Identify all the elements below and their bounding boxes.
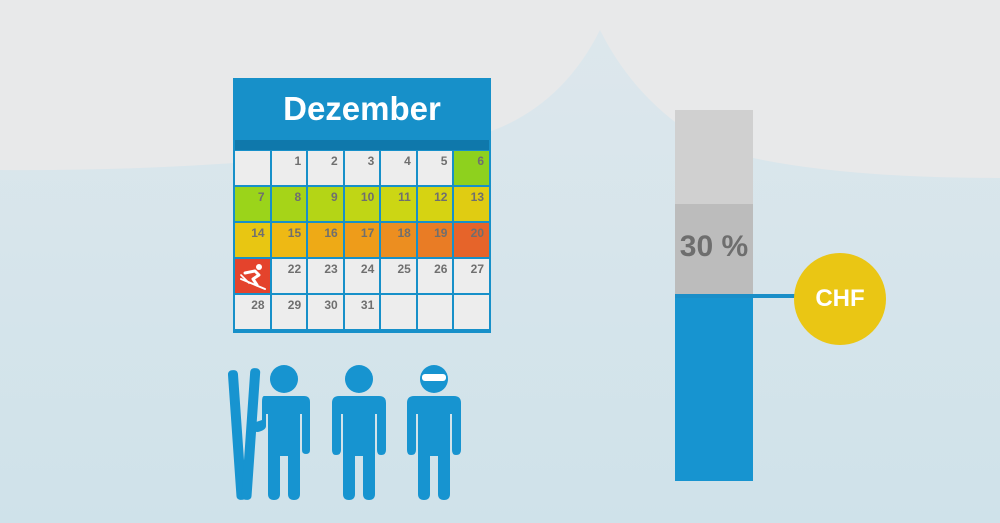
calendar-day-cell: 28 (235, 295, 270, 329)
calendar-day-cell: 12 (417, 187, 453, 221)
calendar-day-cell (417, 295, 453, 329)
calendar-day-cell: 11 (381, 187, 416, 221)
calendar-day-number: 13 (470, 190, 484, 204)
calendar-day-number: 9 (331, 190, 338, 204)
calendar-day-cell: 24 (344, 259, 380, 293)
gauge-empty-segment (675, 110, 753, 204)
calendar-day-number: 25 (397, 262, 411, 276)
calendar-day-cell: 27 (454, 259, 489, 293)
person-with-skis-icon (228, 365, 310, 500)
calendar-day-cell (235, 151, 270, 185)
calendar-grid: 1 2 3 4 5 6 7 8 9 10 11 12 13 14 15 16 17 18 19 20 22 23 24 25 2… (235, 151, 489, 331)
calendar-day-number: 2 (331, 154, 338, 168)
calendar-day-number: 5 (440, 154, 448, 168)
calendar-day-cell: 16 (308, 223, 343, 257)
gauge-level-line (675, 294, 810, 298)
calendar-day-cell: 5 (417, 151, 453, 185)
calendar-day-number: 18 (397, 226, 411, 240)
calendar-day-cell: 10 (344, 187, 380, 221)
calendar-day-cell: 2 (308, 151, 343, 185)
calendar-day-number: 23 (324, 262, 338, 276)
gauge-percent-label: 30 % (679, 230, 749, 263)
calendar-day-number: 12 (434, 190, 448, 204)
calendar-day-cell: 6 (454, 151, 489, 185)
calendar-day-cell: 23 (308, 259, 343, 293)
calendar-day-number: 8 (294, 190, 302, 204)
calendar-day-number: 6 (477, 154, 484, 168)
people-group (228, 365, 461, 500)
gauge-percent-segment (675, 204, 753, 294)
calendar-day-number: 19 (434, 226, 448, 240)
calendar-month-title: Dezember (283, 90, 441, 127)
calendar-day-number: 26 (434, 262, 448, 276)
calendar-day-cell (381, 295, 416, 329)
calendar-day-number: 30 (324, 298, 338, 312)
calendar-day-number: 16 (324, 226, 338, 240)
calendar-day-cell: 4 (381, 151, 416, 185)
calendar-day-cell: 3 (344, 151, 380, 185)
calendar-day-cell: 29 (271, 295, 307, 329)
calendar-day-number: 29 (287, 298, 302, 312)
calendar-day-number: 31 (360, 298, 375, 312)
calendar-day-number: 4 (404, 154, 411, 168)
calendar-day-cell: 7 (235, 187, 270, 221)
calendar-day-cell (235, 259, 270, 293)
calendar-day-cell: 8 (271, 187, 307, 221)
calendar-day-cell: 25 (381, 259, 416, 293)
calendar-day-cell: 22 (271, 259, 307, 293)
calendar-day-cell: 31 (344, 295, 380, 329)
calendar-day-cell: 19 (417, 223, 453, 257)
gauge-fill-bar (675, 294, 753, 481)
calendar-day-number: 22 (287, 262, 302, 276)
calendar-day-cell: 13 (454, 187, 489, 221)
calendar-day-number: 20 (470, 226, 484, 240)
calendar-day-cell: 26 (417, 259, 453, 293)
calendar-day-cell: 15 (271, 223, 307, 257)
calendar-day-cell: 30 (308, 295, 343, 329)
calendar-day-cell (454, 295, 489, 329)
chf-coin: CHF (794, 253, 886, 345)
calendar-day-number: 28 (251, 298, 265, 312)
person-with-sunglasses-icon (407, 365, 461, 500)
calendar-day-cell: 1 (271, 151, 307, 185)
calendar-day-number: 17 (360, 226, 375, 240)
calendar-day-number: 14 (251, 226, 265, 240)
calendar-header-strip (235, 140, 489, 150)
calendar-day-cell: 20 (454, 223, 489, 257)
calendar-day-number: 11 (398, 190, 411, 204)
skier-icon (240, 264, 266, 290)
calendar-day-number: 10 (360, 190, 375, 204)
calendar-day-cell: 9 (308, 187, 343, 221)
person-icon (332, 365, 386, 500)
calendar-day-number: 7 (257, 190, 265, 204)
calendar-day-number: 27 (470, 262, 484, 276)
calendar-day-number: 3 (367, 154, 375, 168)
calendar-day-cell: 17 (344, 223, 380, 257)
calendar-day-number: 1 (294, 154, 302, 168)
calendar-day-cell: 14 (235, 223, 270, 257)
calendar-day-cell: 18 (381, 223, 416, 257)
calendar-day-number: 24 (360, 262, 375, 276)
calendar-day-number: 15 (287, 226, 302, 240)
